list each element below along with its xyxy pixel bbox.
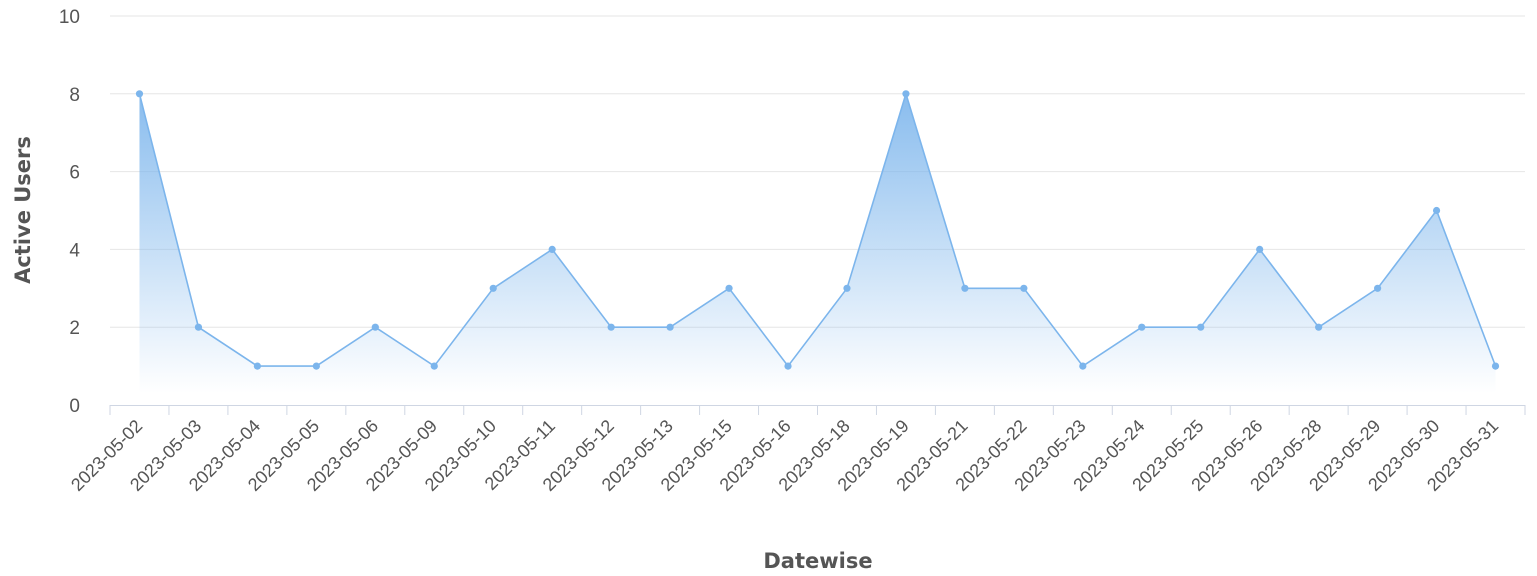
x-axis-tick-labels: 2023-05-022023-05-032023-05-042023-05-05… bbox=[67, 416, 1502, 495]
data-point-2023-05-04 bbox=[253, 362, 261, 370]
data-point-2023-05-05 bbox=[312, 362, 320, 370]
data-point-2023-05-31 bbox=[1491, 362, 1500, 370]
series-line-path bbox=[138, 91, 1497, 368]
data-point-2023-05-15 bbox=[725, 284, 733, 292]
y-tick-label-0: 0 bbox=[69, 396, 80, 417]
data-point-2023-05-25 bbox=[1197, 323, 1205, 331]
data-point-2023-05-21 bbox=[961, 284, 969, 292]
data-point-2023-05-16 bbox=[784, 362, 792, 370]
y-tick-label-6: 6 bbox=[69, 163, 80, 184]
x-axis bbox=[109, 405, 1526, 415]
series-points bbox=[135, 90, 1500, 370]
data-point-2023-05-29 bbox=[1374, 284, 1382, 292]
data-point-2023-05-09 bbox=[430, 362, 438, 370]
data-point-2023-05-30 bbox=[1432, 206, 1441, 215]
data-point-2023-05-13 bbox=[666, 323, 674, 331]
y-tick-label-10: 10 bbox=[59, 7, 80, 28]
data-point-2023-05-22 bbox=[1020, 284, 1028, 292]
data-point-2023-05-06 bbox=[371, 323, 379, 331]
series-line bbox=[138, 91, 1497, 368]
y-tick-label-2: 2 bbox=[69, 318, 80, 339]
data-point-2023-05-03 bbox=[194, 323, 203, 331]
y-tick-label-8: 8 bbox=[69, 85, 80, 106]
data-point-2023-05-12 bbox=[607, 323, 615, 331]
series-area bbox=[139, 93, 1496, 394]
y-axis-ticks: 0 2 4 6 8 10 bbox=[59, 7, 81, 417]
area-fill bbox=[139, 93, 1496, 394]
y-tick-label-4: 4 bbox=[69, 240, 80, 261]
data-point-2023-05-19 bbox=[902, 90, 910, 98]
y-axis-title: Active Users bbox=[11, 136, 35, 284]
data-point-2023-05-26 bbox=[1256, 245, 1264, 253]
x-axis-title: Datewise bbox=[763, 549, 872, 573]
grid-lines bbox=[110, 15, 1525, 328]
data-point-2023-05-10 bbox=[489, 284, 497, 292]
data-point-2023-05-23 bbox=[1079, 362, 1087, 370]
data-point-2023-05-18 bbox=[843, 284, 851, 292]
data-point-2023-05-28 bbox=[1315, 323, 1323, 331]
data-point-2023-05-24 bbox=[1138, 323, 1146, 331]
data-point-2023-05-11 bbox=[548, 245, 556, 253]
data-point-2023-05-02 bbox=[135, 90, 144, 98]
